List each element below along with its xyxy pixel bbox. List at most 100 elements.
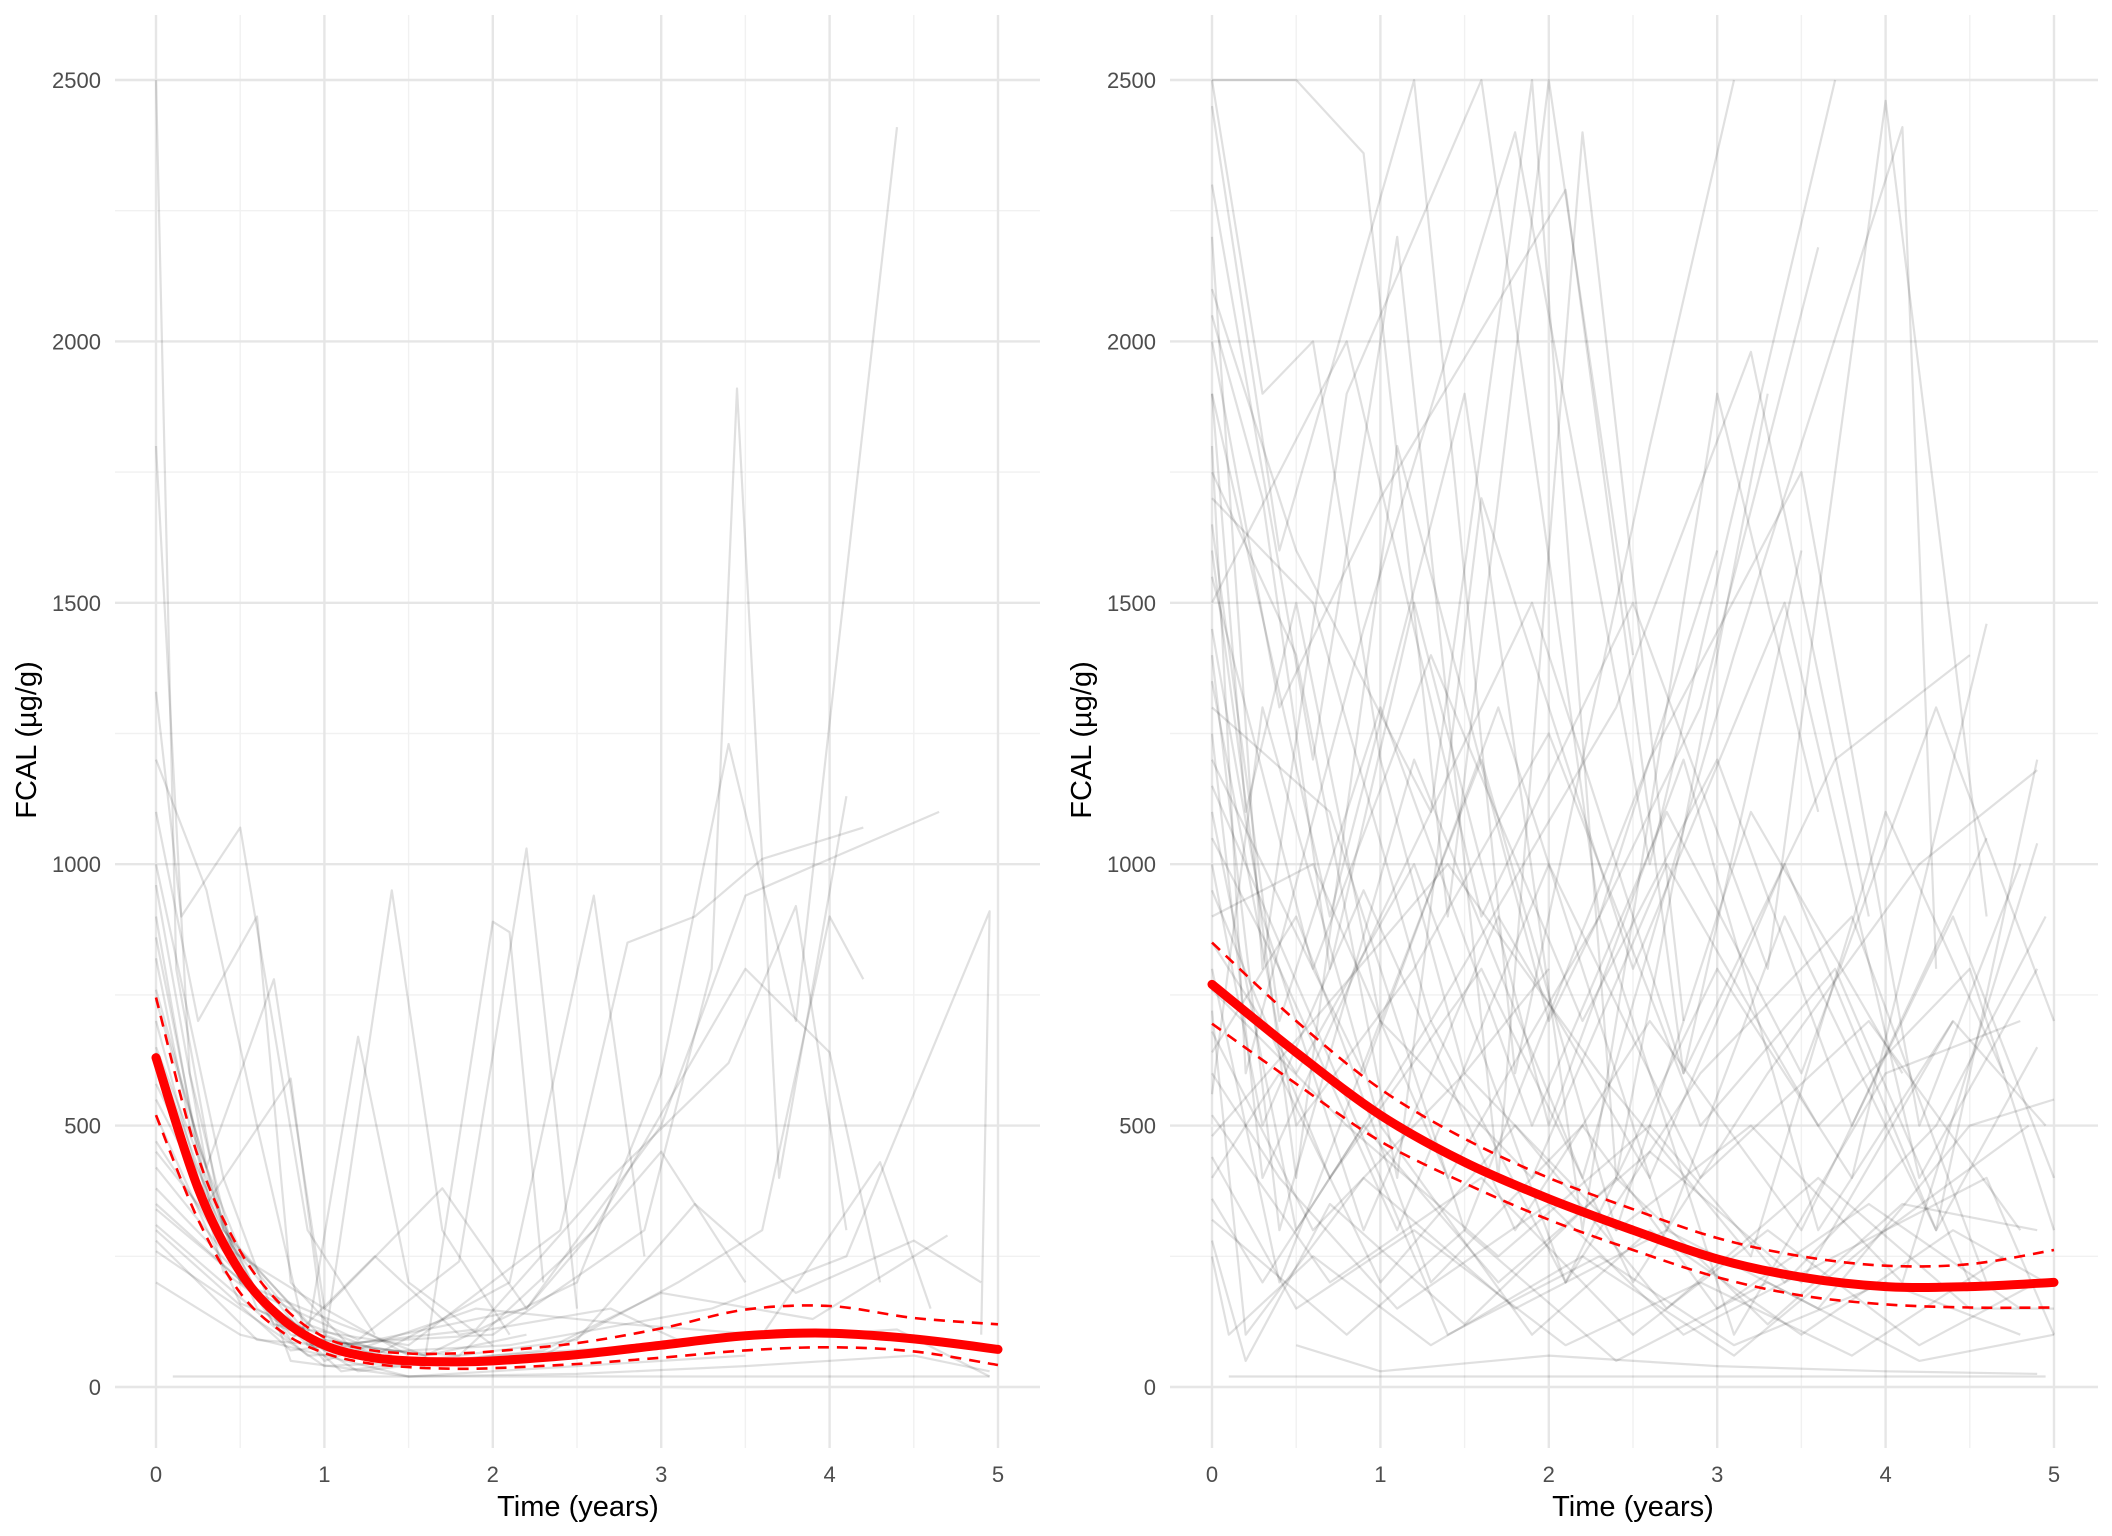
- right-trajectory-line: [1211, 863, 1988, 1284]
- right-confidence-upper-line: [1211, 941, 2055, 1268]
- right-x-tick-label: 5: [2048, 1462, 2060, 1487]
- right-x-tick-label: 0: [1206, 1462, 1218, 1487]
- right-x-tick-label: 3: [1711, 1462, 1723, 1487]
- right-y-tick-label: 0: [1144, 1375, 1156, 1400]
- left-trajectory-line: [155, 967, 882, 1357]
- right-trajectory-line: [1211, 1114, 2038, 1347]
- left-trajectory-line: [154, 920, 545, 1357]
- right-trajectory-line: [1295, 1344, 2038, 1375]
- left-trajectory-line: [155, 915, 865, 1368]
- left-x-tick-label: 2: [487, 1462, 499, 1487]
- right-trajectory-line: [1211, 1218, 2055, 1363]
- left-y-tick-labels: 0 500 1000 1500 2000 2500: [52, 68, 101, 1400]
- right-trajectory-line: [1210, 1124, 2030, 1357]
- right-trajectory-line: [1210, 78, 1719, 970]
- left-gridlines: [115, 15, 1040, 1448]
- left-panel: 0 500 1000 1500 2000 2500 0 1 2 3 4 5 Time (years)…: [11, 15, 1040, 1523]
- left-y-tick-label: 500: [64, 1114, 101, 1139]
- right-trajectory-line: [1210, 125, 1938, 1232]
- left-y-axis-title: FCAL (µg/g): [11, 661, 43, 818]
- right-y-axis-title: FCAL (µg/g): [1066, 661, 1098, 818]
- left-trajectory-line: [155, 1098, 949, 1368]
- right-trajectory-line: [1210, 188, 1803, 1075]
- right-trajectory-line: [1210, 623, 1988, 1284]
- right-trajectory-line: [1210, 78, 1736, 1075]
- right-trajectory-line: [1211, 1072, 2056, 1336]
- right-x-tick-label: 1: [1374, 1462, 1386, 1487]
- right-y-tick-label: 2500: [1107, 68, 1156, 93]
- right-trajectory-line: [1211, 1019, 2047, 1284]
- right-y-tick-label: 1500: [1107, 591, 1156, 616]
- right-trajectory-line: [1210, 315, 1954, 1232]
- left-x-axis-title: Time (years): [497, 1491, 659, 1523]
- right-trajectory-line: [1211, 863, 2021, 1336]
- right-trajectory-line: [1211, 915, 2047, 1284]
- right-trajectory-line: [1210, 601, 1971, 1180]
- right-trajectory-line: [1210, 785, 2005, 1258]
- left-trajectory-line: [155, 910, 991, 1357]
- right-panel: 0 500 1000 1500 2000 2500 0 1 2 3 4 5 Time (years)…: [1066, 15, 2098, 1523]
- right-y-tick-label: 500: [1119, 1114, 1156, 1139]
- left-trajectory-line: [154, 958, 527, 1357]
- left-confidence-upper-line: [154, 997, 999, 1356]
- left-trajectory-line: [155, 1151, 932, 1363]
- left-trajectory-line: [155, 904, 848, 1352]
- right-trajectory-line: [1211, 350, 1870, 1023]
- left-y-tick-label: 0: [89, 1375, 101, 1400]
- left-trajectory-line: [154, 811, 359, 1357]
- left-trajectory-line: [154, 1046, 991, 1378]
- right-x-tick-label: 4: [1879, 1462, 1891, 1487]
- right-trajectory-line: [1211, 1156, 2005, 1357]
- right-trajectory-line: [1210, 576, 1988, 1127]
- right-trajectory-line: [1210, 1010, 2055, 1336]
- right-trajectory-line: [1211, 915, 2021, 1310]
- left-x-tick-labels: 0 1 2 3 4 5: [150, 1462, 1004, 1487]
- right-trajectory-line: [1210, 680, 1971, 1283]
- left-fitted-mean-line: [151, 1053, 1003, 1367]
- left-trajectory-line: [155, 1202, 982, 1373]
- right-trajectory-line: [1210, 769, 2038, 1284]
- left-x-tick-label: 5: [992, 1462, 1004, 1487]
- right-x-tick-label: 2: [1543, 1462, 1555, 1487]
- right-trajectory-line: [1211, 842, 2039, 1284]
- left-fitted-curves: [151, 997, 1003, 1371]
- left-trajectory-line: [154, 691, 376, 1336]
- left-x-tick-label: 1: [318, 1462, 330, 1487]
- right-x-tick-labels: 0 1 2 3 4 5: [1206, 1462, 2060, 1487]
- right-trajectory-line: [1210, 863, 2056, 1284]
- left-y-tick-label: 1500: [52, 591, 101, 616]
- left-trajectory-line: [154, 863, 746, 1378]
- left-trajectories: [154, 79, 991, 1378]
- right-trajectories: [1210, 78, 2056, 1378]
- right-trajectory-line: [1210, 524, 2056, 1127]
- left-y-tick-label: 2000: [52, 329, 101, 354]
- left-trajectory-line: [154, 916, 393, 1362]
- left-y-tick-label: 2500: [52, 68, 101, 93]
- right-trajectory-line: [1210, 393, 1904, 1232]
- left-x-tick-label: 3: [655, 1462, 667, 1487]
- right-trajectory-line: [1211, 837, 2022, 1232]
- right-y-tick-label: 1000: [1107, 852, 1156, 877]
- left-trajectory-line: [154, 79, 393, 1357]
- left-y-tick-label: 1000: [52, 852, 101, 877]
- left-trajectory-line: [154, 884, 410, 1357]
- left-trajectory-line: [154, 989, 494, 1347]
- right-trajectory-line: [1212, 78, 1635, 918]
- right-fitted-curves: [1207, 941, 2059, 1310]
- right-fitted-mean-line: [1207, 979, 2059, 1292]
- right-x-axis-title: Time (years): [1552, 1491, 1714, 1523]
- right-trajectory-line: [1210, 131, 1685, 1180]
- right-y-tick-label: 2000: [1107, 329, 1156, 354]
- right-trajectory-line: [1210, 706, 2047, 1336]
- left-trajectory-line: [155, 810, 940, 1352]
- right-trajectory-line: [1210, 392, 1820, 1232]
- right-trajectory-line: [1211, 471, 2039, 1180]
- right-confidence-lower-line: [1211, 1022, 2055, 1310]
- left-x-tick-label: 4: [823, 1462, 835, 1487]
- right-trajectory-line: [1211, 99, 1988, 970]
- right-trajectory-line: [1210, 1176, 2038, 1363]
- left-x-tick-label: 0: [150, 1462, 162, 1487]
- right-gridlines: [1170, 15, 2098, 1448]
- right-trajectory-line: [1210, 628, 2039, 1232]
